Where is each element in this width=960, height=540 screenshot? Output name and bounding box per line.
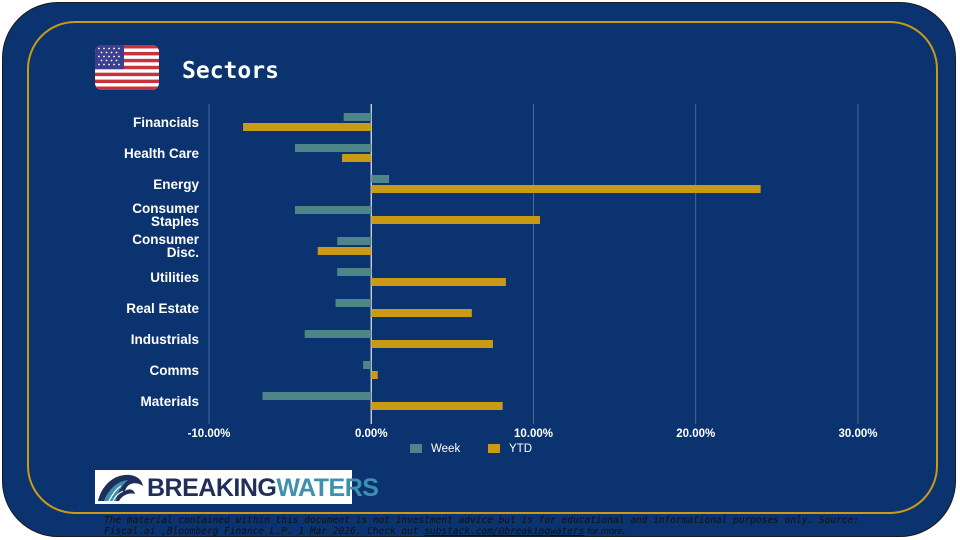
bar-ytd: [371, 402, 503, 410]
category-label: Consumer Staples: [132, 201, 200, 229]
bar-week: [294, 206, 372, 214]
category-label: Financials: [133, 115, 199, 130]
bar-ytd: [371, 278, 506, 286]
substack-link[interactable]: substack.com/@breakingwaters: [424, 526, 585, 537]
category-label: Materials: [140, 394, 199, 409]
us-flag-icon: [95, 45, 159, 90]
x-tick-label: -10.00%: [188, 428, 231, 440]
legend-swatch-week: [410, 444, 422, 453]
bar-week: [343, 113, 372, 121]
logo-text-breaking: BREAKING: [147, 474, 277, 502]
x-tick-label: 0.00%: [355, 428, 388, 440]
category-label: Real Estate: [126, 301, 199, 316]
bar-ytd: [371, 371, 378, 379]
bar-week: [337, 268, 372, 276]
bar-week: [335, 299, 372, 307]
bar-ytd: [371, 185, 761, 193]
legend-label-ytd: YTD: [509, 443, 532, 455]
bar-week: [337, 237, 372, 245]
legend-swatch-ytd: [488, 444, 500, 453]
logo-text-waters: WATERS: [276, 474, 379, 502]
x-tick-label: 20.00%: [676, 428, 715, 440]
logo-wordmark: BREAKINGWATERS: [147, 474, 379, 503]
x-tick-label: 30.00%: [838, 428, 877, 440]
disclaimer-end: .: [622, 526, 626, 537]
category-label: Comms: [149, 363, 199, 378]
bar-week: [294, 144, 372, 152]
disclaimer-suffix: for more: [584, 526, 623, 537]
category-label: Energy: [153, 177, 199, 192]
bar-week: [363, 361, 372, 369]
breaking-waters-logo: BREAKINGWATERS: [95, 470, 379, 504]
bar-week: [262, 392, 372, 400]
bar-ytd: [342, 154, 372, 162]
disclaimer: The material contained within this docum…: [104, 515, 864, 537]
legend-label-week: Week: [431, 443, 460, 455]
category-label: Health Care: [124, 146, 200, 161]
x-tick-label: 10.00%: [514, 428, 553, 440]
disclaimer-text: The material contained within this docum…: [104, 515, 859, 537]
page-title: Sectors: [182, 58, 279, 84]
bar-week: [371, 175, 390, 183]
bar-ytd: [371, 216, 540, 224]
bar-ytd: [243, 123, 372, 131]
category-label: Consumer Disc.: [132, 232, 200, 260]
category-label: Utilities: [150, 270, 199, 285]
bar-ytd: [371, 309, 472, 317]
bar-ytd: [317, 247, 372, 255]
gold-frame: [27, 21, 938, 514]
bar-week: [304, 330, 372, 338]
wave-icon: [98, 474, 143, 502]
bar-ytd: [371, 340, 493, 348]
category-label: Industrials: [131, 332, 199, 347]
